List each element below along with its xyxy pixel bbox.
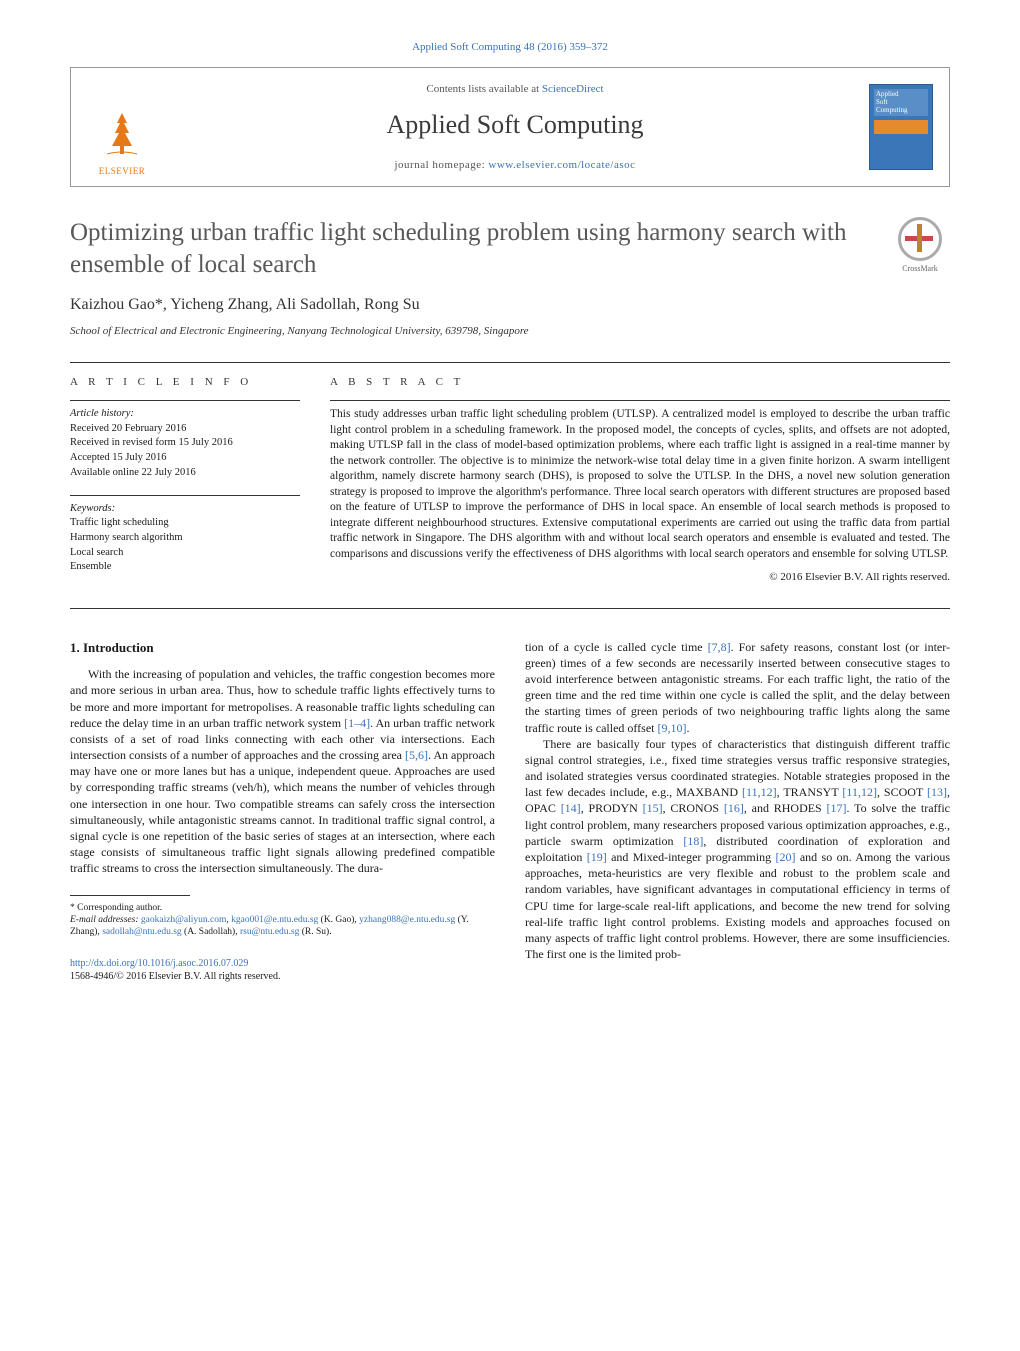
crossmark-badge[interactable]: CrossMark (890, 217, 950, 274)
crossmark-icon (898, 217, 942, 261)
cover-line-3: Computing (876, 107, 926, 115)
citation-link[interactable]: [18] (683, 834, 703, 848)
journal-header: ELSEVIER Contents lists available at Sci… (70, 67, 950, 187)
title-row: Optimizing urban traffic light schedulin… (70, 217, 950, 280)
sep: , (356, 296, 364, 313)
journal-cover-thumbnail: Applied Soft Computing (869, 84, 933, 170)
citation-link[interactable]: [13] (927, 785, 947, 799)
citation-link[interactable]: [1–4] (344, 716, 370, 730)
doi-block: http://dx.doi.org/10.1016/j.asoc.2016.07… (70, 957, 495, 983)
body-paragraph: There are basically four types of charac… (525, 736, 950, 963)
divider (70, 608, 950, 609)
page: Applied Soft Computing 48 (2016) 359–372… (0, 0, 1020, 1033)
body-column-left: 1. Introduction With the increasing of p… (70, 639, 495, 983)
sciencedirect-link[interactable]: ScienceDirect (542, 83, 604, 95)
citation-link[interactable]: [17] (827, 801, 847, 815)
email-link[interactable]: yzhang088@e.ntu.edu.sg (359, 915, 455, 925)
keyword: Local search (70, 546, 300, 561)
history-label: Article history: (70, 407, 300, 422)
body-column-right: tion of a cycle is called cycle time [7,… (525, 639, 950, 983)
accepted-date: Accepted 15 July 2016 (70, 451, 300, 466)
affiliation: School of Electrical and Electronic Engi… (70, 324, 950, 339)
journal-reference: Applied Soft Computing 48 (2016) 359–372 (70, 40, 950, 55)
header-center: Contents lists available at ScienceDirec… (177, 82, 853, 173)
citation-link[interactable]: [7,8] (708, 640, 731, 654)
authors: Kaizhou Gao*, Yicheng Zhang, Ali Sadolla… (70, 294, 950, 316)
online-date: Available online 22 July 2016 (70, 466, 300, 481)
crossmark-label: CrossMark (902, 263, 938, 274)
email-link[interactable]: sadollah@ntu.edu.sg (102, 927, 181, 937)
keyword: Harmony search algorithm (70, 531, 300, 546)
abstract-copyright: © 2016 Elsevier B.V. All rights reserved… (330, 570, 950, 585)
article-title: Optimizing urban traffic light schedulin… (70, 217, 870, 280)
body-paragraph: With the increasing of population and ve… (70, 666, 495, 876)
citation-link[interactable]: [15] (643, 801, 663, 815)
email-label: E-mail addresses: (70, 915, 141, 925)
email-link[interactable]: rsu@ntu.edu.sg (240, 927, 299, 937)
contents-line: Contents lists available at ScienceDirec… (177, 82, 853, 97)
email-link[interactable]: kgao001@e.ntu.edu.sg (231, 915, 318, 925)
abstract-column: a b s t r a c t This study addresses urb… (330, 375, 950, 586)
sep: , (268, 296, 275, 313)
author-3: Ali Sadollah (276, 296, 356, 313)
corresponding-note: * Corresponding author. (70, 902, 495, 914)
journal-title: Applied Soft Computing (177, 107, 853, 143)
citation-link[interactable]: [9,10] (658, 721, 687, 735)
info-abstract-row: a r t i c l e i n f o Article history: R… (70, 375, 950, 586)
email-addresses: E-mail addresses: gaokaizh@aliyun.com, k… (70, 914, 495, 939)
citation-link[interactable]: [11,12] (842, 785, 877, 799)
abstract-text: This study addresses urban traffic light… (330, 400, 950, 562)
citation-link[interactable]: [14] (561, 801, 581, 815)
email-name: (R. Su). (299, 927, 331, 937)
citation-link[interactable]: [5,6] (405, 748, 428, 762)
homepage-line: journal homepage: www.elsevier.com/locat… (177, 158, 853, 173)
author-4: Rong Su (364, 296, 420, 313)
publisher-logo-block: ELSEVIER (87, 77, 177, 177)
cover-text: Applied Soft Computing (874, 89, 928, 116)
body-paragraph: tion of a cycle is called cycle time [7,… (525, 639, 950, 736)
article-info-heading: a r t i c l e i n f o (70, 375, 300, 390)
body-columns: 1. Introduction With the increasing of p… (70, 639, 950, 983)
abstract-heading: a b s t r a c t (330, 375, 950, 390)
homepage-prefix: journal homepage: (395, 159, 489, 171)
article-info-column: a r t i c l e i n f o Article history: R… (70, 375, 300, 586)
citation-link[interactable]: [16] (724, 801, 744, 815)
footnotes: * Corresponding author. E-mail addresses… (70, 902, 495, 939)
author-1: Kaizhou Gao (70, 296, 155, 313)
keyword: Ensemble (70, 560, 300, 575)
section-heading: 1. Introduction (70, 639, 495, 657)
elsevier-logo: ELSEVIER (87, 97, 157, 177)
email-link[interactable]: gaokaizh@aliyun.com (141, 915, 227, 925)
footnote-separator (70, 895, 190, 896)
elsevier-tree-icon (97, 108, 147, 163)
doi-link[interactable]: http://dx.doi.org/10.1016/j.asoc.2016.07… (70, 958, 248, 969)
header-right: Applied Soft Computing (853, 77, 933, 177)
citation-link[interactable]: [20] (775, 850, 795, 864)
revised-date: Received in revised form 15 July 2016 (70, 436, 300, 451)
cover-band (874, 120, 928, 134)
received-date: Received 20 February 2016 (70, 422, 300, 437)
article-history: Article history: Received 20 February 20… (70, 400, 300, 480)
email-name: (A. Sadollah), (182, 927, 240, 937)
contents-prefix: Contents lists available at (426, 83, 541, 95)
citation-link[interactable]: [19] (587, 850, 607, 864)
email-name: (K. Gao), (318, 915, 359, 925)
keyword: Traffic light scheduling (70, 516, 300, 531)
corresponding-star: * (155, 296, 163, 313)
homepage-link[interactable]: www.elsevier.com/locate/asoc (488, 159, 635, 171)
issn-copyright: 1568-4946/© 2016 Elsevier B.V. All right… (70, 970, 495, 983)
keywords-block: Keywords: Traffic light scheduling Harmo… (70, 495, 300, 575)
keywords-label: Keywords: (70, 502, 300, 517)
author-2: Yicheng Zhang (170, 296, 268, 313)
publisher-name: ELSEVIER (99, 165, 146, 178)
divider (70, 362, 950, 363)
citation-link[interactable]: [11,12] (742, 785, 777, 799)
